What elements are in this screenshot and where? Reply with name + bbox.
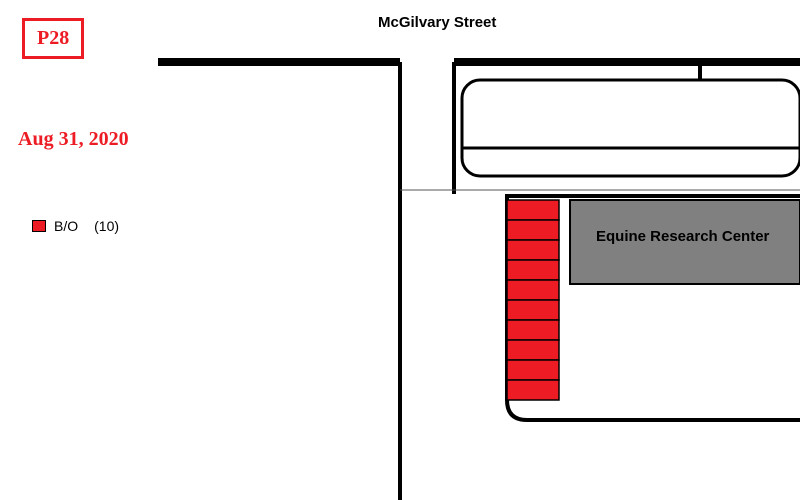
building-label: Equine Research Center [596, 228, 769, 245]
parking-slot [507, 360, 559, 380]
parking-slot [507, 320, 559, 340]
parking-slot [507, 340, 559, 360]
parking-slots [507, 200, 559, 400]
parking-slot [507, 240, 559, 260]
legend-count: (10) [94, 218, 119, 234]
parking-slot [507, 380, 559, 400]
lot-code: P28 [37, 27, 69, 49]
parking-slot [507, 300, 559, 320]
parking-slot [507, 260, 559, 280]
upper-block [462, 80, 800, 176]
map-canvas [0, 0, 800, 500]
date-label: Aug 31, 2020 [18, 128, 129, 151]
legend-label: B/O [54, 218, 78, 234]
street-label: McGilvary Street [378, 14, 496, 31]
legend: B/O (10) [32, 218, 119, 234]
parking-slot [507, 220, 559, 240]
legend-swatch [32, 220, 46, 232]
parking-slot [507, 200, 559, 220]
parking-slot [507, 280, 559, 300]
lot-badge: P28 [22, 18, 84, 59]
